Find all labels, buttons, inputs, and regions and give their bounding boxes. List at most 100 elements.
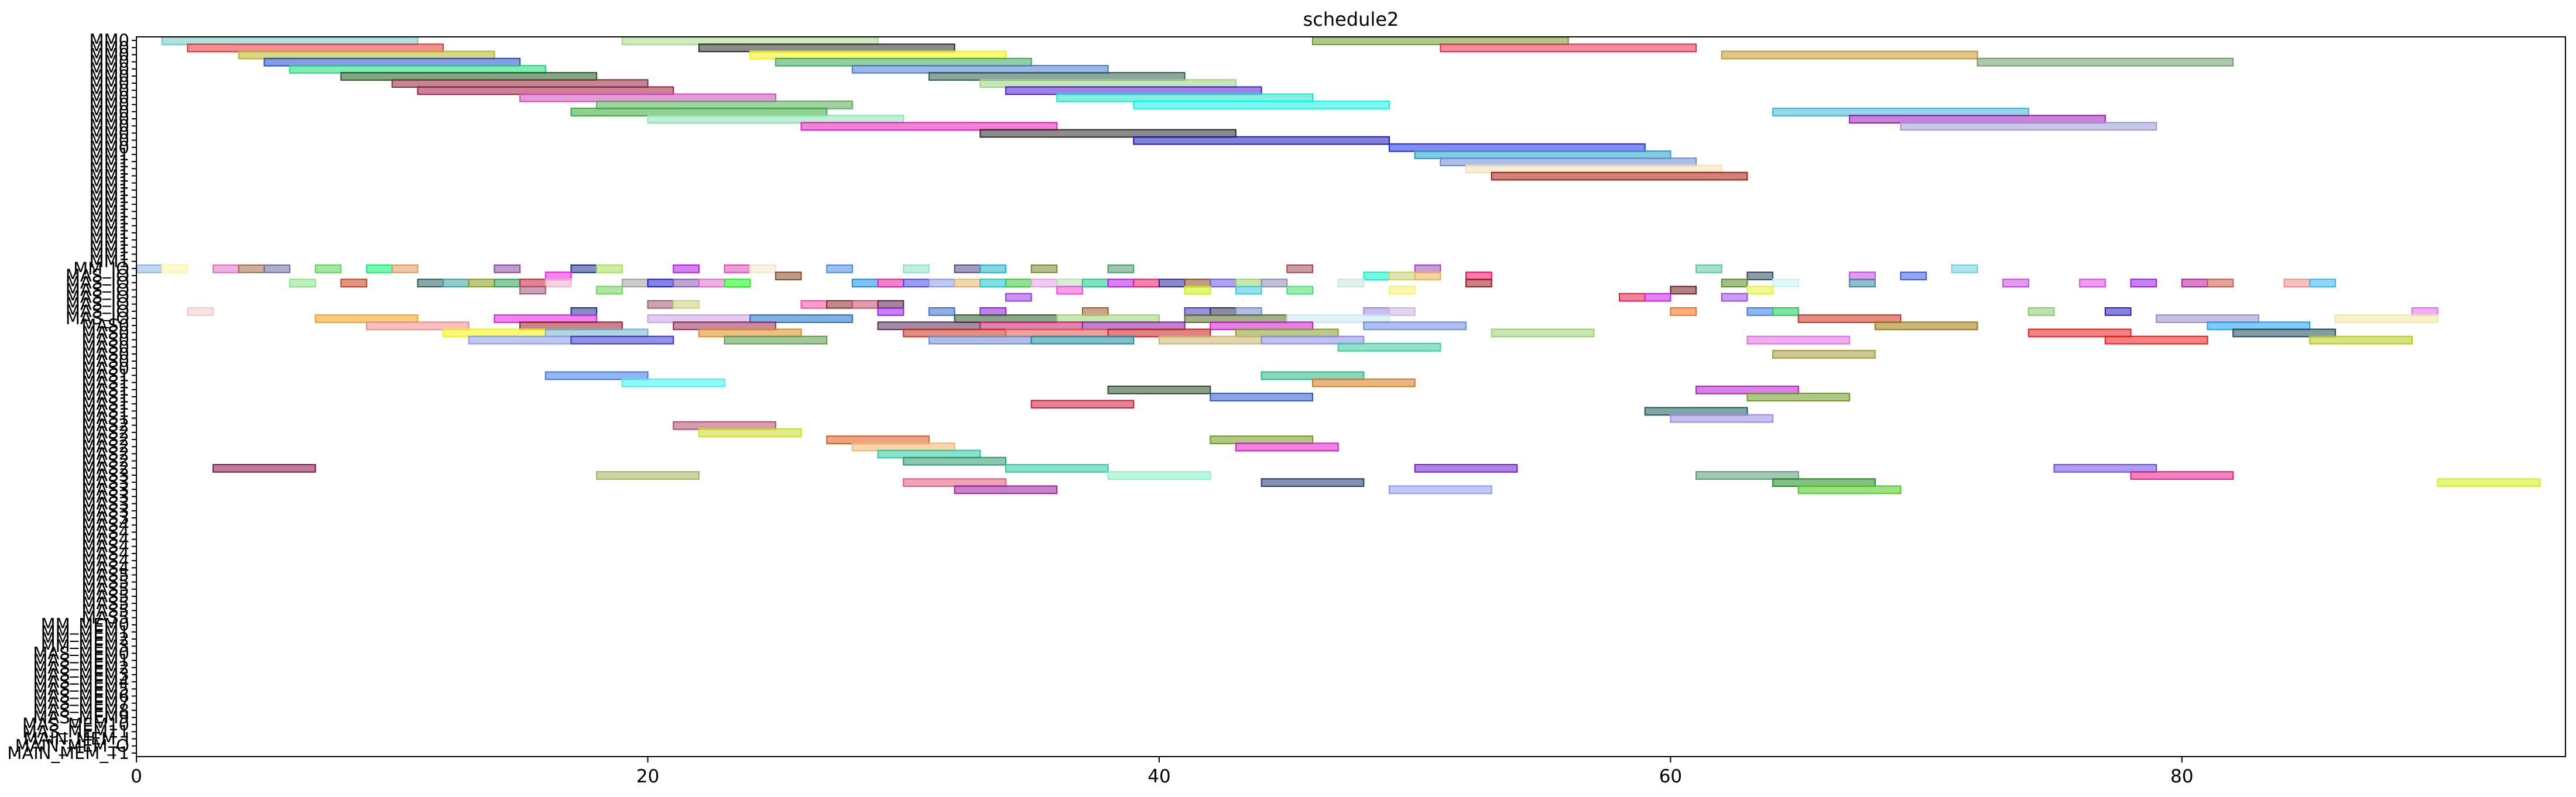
y-tick-label: MAS3 bbox=[81, 501, 129, 521]
y-tick-label: MM0 bbox=[90, 88, 130, 108]
y-tick-label: MAS2 bbox=[81, 415, 129, 435]
y-tick-label: MAS2 bbox=[81, 444, 129, 463]
task-bar bbox=[238, 264, 265, 273]
y-tick-label: MAS_MEM2 bbox=[33, 658, 129, 678]
task-bar bbox=[1440, 157, 1697, 167]
y-tick-label: MM1 bbox=[90, 180, 130, 200]
y-tick-label: MM_MEM2 bbox=[41, 629, 129, 649]
task-bar bbox=[1772, 478, 1876, 487]
task-bar bbox=[1414, 463, 1518, 473]
task-bar bbox=[979, 321, 1083, 331]
task-bar bbox=[775, 57, 1032, 67]
y-tick-label: MM1 bbox=[90, 194, 130, 214]
y-tick-label: MAS0 bbox=[81, 344, 129, 364]
task-bar bbox=[1235, 442, 1339, 452]
task-bar bbox=[2130, 471, 2234, 480]
task-bar bbox=[1005, 279, 1032, 288]
y-tick-label: MAS5 bbox=[81, 608, 129, 628]
task-bars bbox=[136, 36, 2541, 494]
y-tick-label: MM0 bbox=[90, 30, 130, 50]
task-bar bbox=[1440, 43, 1697, 53]
task-bar bbox=[673, 321, 776, 331]
y-tick-label: MAS_MEM4 bbox=[33, 672, 129, 692]
task-bar bbox=[417, 86, 674, 95]
task-bar bbox=[468, 279, 495, 288]
task-bar bbox=[289, 279, 316, 288]
y-tick-label: MAS3 bbox=[81, 508, 129, 528]
y-tick-label: MM_MEM0 bbox=[41, 615, 129, 635]
task-bar bbox=[1056, 314, 1160, 323]
task-bar bbox=[1107, 264, 1135, 273]
task-bar bbox=[314, 264, 342, 273]
y-tick-label: MM0 bbox=[90, 109, 130, 129]
task-bar bbox=[1644, 407, 1748, 416]
task-bar bbox=[1772, 108, 2029, 116]
y-tick-label: MM1 bbox=[90, 145, 130, 164]
y-tick-label: MAS_IO bbox=[66, 273, 129, 293]
y-tick-label: MM1 bbox=[90, 201, 130, 221]
task-bar bbox=[1389, 143, 1646, 152]
task-bar bbox=[1721, 293, 1748, 302]
y-tick-label: MAS4 bbox=[81, 544, 129, 564]
task-bar bbox=[826, 300, 853, 309]
task-bar bbox=[1107, 385, 1211, 394]
task-bar bbox=[596, 100, 853, 109]
task-bar bbox=[1184, 307, 1211, 316]
task-bar bbox=[621, 378, 725, 387]
task-bar bbox=[928, 307, 955, 316]
task-bar bbox=[1286, 314, 1390, 323]
task-bar bbox=[570, 335, 674, 345]
y-tick-label: MAS3 bbox=[81, 465, 129, 485]
task-bar bbox=[596, 471, 700, 480]
y-tick-label: MAS_MEM9 bbox=[33, 707, 129, 727]
task-bar bbox=[749, 264, 776, 273]
task-bar bbox=[903, 478, 1006, 487]
task-bar bbox=[1056, 286, 1083, 295]
task-bar bbox=[1389, 272, 1416, 280]
y-tick-label: MAS0 bbox=[81, 358, 129, 378]
y-tick-label: MM0 bbox=[90, 73, 130, 93]
task-bar bbox=[1976, 57, 2234, 67]
task-bar bbox=[1772, 279, 1799, 288]
y-tick-label: MAS_MEM5 bbox=[33, 679, 129, 699]
task-bar bbox=[1260, 478, 1365, 487]
task-bar bbox=[1465, 272, 1492, 280]
y-tick-label: MM0 bbox=[90, 37, 130, 57]
task-bar bbox=[519, 321, 623, 331]
task-bar bbox=[340, 72, 598, 81]
task-bar bbox=[161, 36, 419, 46]
task-bar bbox=[1107, 328, 1211, 338]
task-bar bbox=[1951, 264, 1978, 273]
y-tick-label: MM1 bbox=[90, 209, 130, 229]
task-bar bbox=[391, 264, 419, 273]
y-tick-label: MAS_MEM1 bbox=[33, 651, 129, 671]
x-tick-label: 60 bbox=[1659, 766, 1682, 787]
task-bar bbox=[1900, 122, 2157, 131]
task-bar bbox=[1081, 307, 1109, 316]
task-bar bbox=[2207, 321, 2311, 331]
task-bar bbox=[1133, 100, 1390, 109]
task-bar bbox=[673, 421, 776, 430]
y-tick-label: MAS_MEM11 bbox=[22, 722, 129, 741]
task-bar bbox=[1107, 471, 1211, 480]
y-tick-label: MM_MEM3 bbox=[41, 636, 129, 656]
task-bar bbox=[1797, 485, 1902, 494]
task-bar bbox=[1746, 272, 1774, 280]
task-bar bbox=[1389, 307, 1416, 316]
task-bar bbox=[2437, 478, 2541, 487]
y-tick-label: MAS0 bbox=[81, 351, 129, 371]
task-bar bbox=[2104, 335, 2208, 345]
task-bar bbox=[417, 279, 444, 288]
task-bar bbox=[2156, 314, 2259, 323]
y-tick-label: MAS4 bbox=[81, 537, 129, 556]
task-bar bbox=[1389, 286, 1416, 295]
x-axis: 0 20 40 60 80 bbox=[131, 757, 2194, 787]
y-tick-label: MAS2 bbox=[81, 451, 129, 471]
y-tick-label: MM0 bbox=[90, 95, 130, 115]
y-tick-label: MAS1 bbox=[81, 365, 129, 385]
y-tick-label: MAS_MEM10 bbox=[22, 714, 129, 734]
task-bar bbox=[800, 122, 1058, 131]
y-tick-label: MM0 bbox=[90, 80, 130, 100]
task-bar bbox=[621, 279, 649, 288]
task-bar bbox=[954, 314, 1058, 323]
